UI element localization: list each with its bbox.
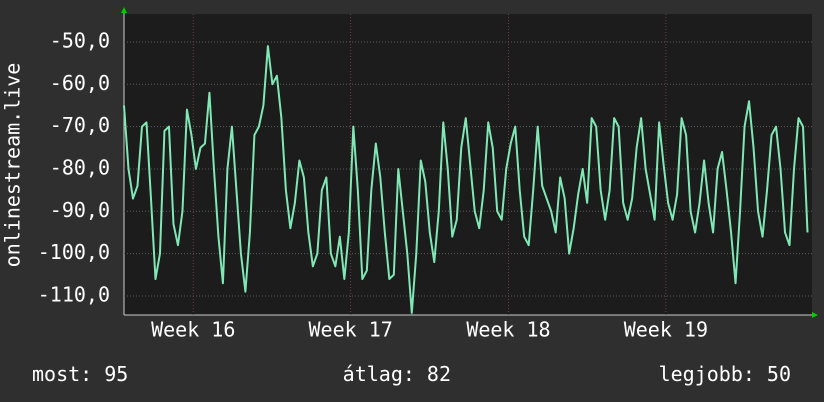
footer-label: átlag: [343,362,415,386]
footer-stat: átlag: 82 [343,362,451,386]
y-tick-label: -80,0 [50,155,110,179]
y-axis-label: onlinestream.live [1,63,25,268]
footer-stat: most: 95 [32,362,128,386]
footer-stat: legjobb: 50 [659,362,791,386]
footer-label: most: [32,362,92,386]
y-tick-label: -110,0 [38,282,110,306]
footer-value: 50 [767,362,791,386]
x-tick-label: Week 19 [624,318,708,342]
plot-area [124,14,812,315]
y-tick-label: -50,0 [50,28,110,52]
y-tick-label: -90,0 [50,198,110,222]
series-line [123,45,809,314]
y-tick-label: -100,0 [38,240,110,264]
footer-label: legjobb: [659,362,755,386]
y-tick-label: -70,0 [50,113,110,137]
footer-value: 95 [104,362,128,386]
x-tick-label: Week 18 [466,318,550,342]
footer-value: 82 [427,362,451,386]
x-tick-label: Week 16 [151,318,235,342]
x-arrow [812,312,818,318]
y-arrow [121,7,127,13]
y-tick-label: -60,0 [50,71,110,95]
x-tick-label: Week 17 [308,318,392,342]
